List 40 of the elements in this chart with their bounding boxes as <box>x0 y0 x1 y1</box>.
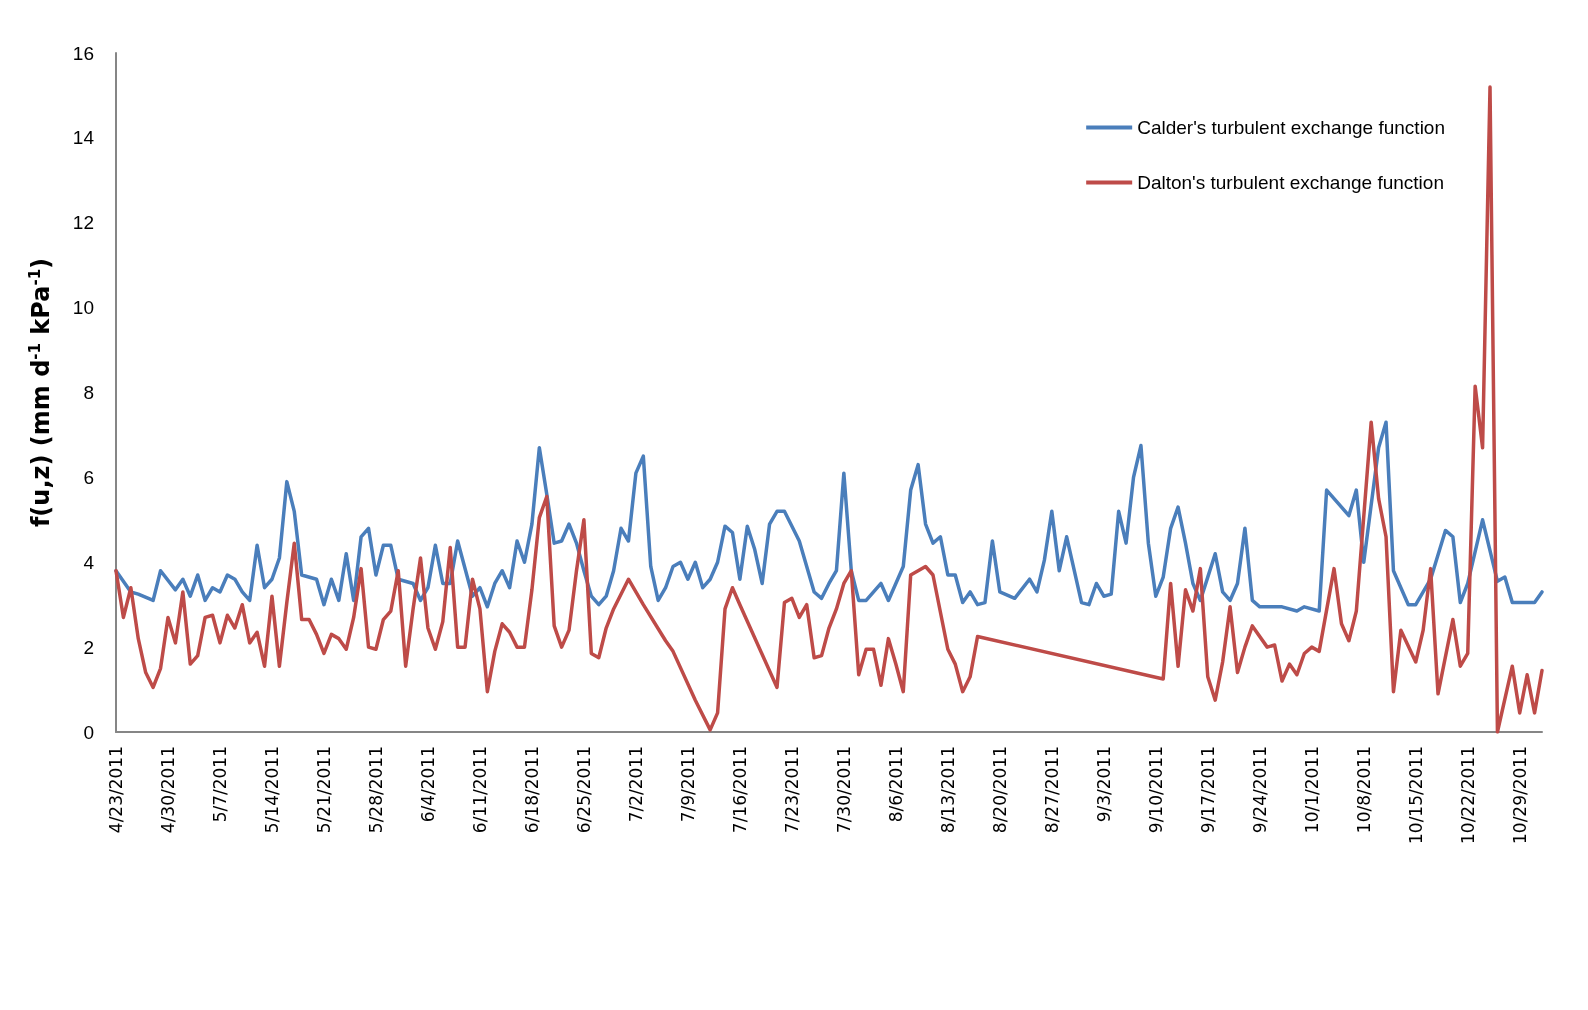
y-tick-label: 10 <box>72 297 94 319</box>
y-axis-title: f(u,z) (mm d-1 kPa-1) <box>25 257 55 528</box>
x-tick-label: 10/29/2011 <box>1509 746 1530 844</box>
x-tick-label: 7/16/2011 <box>729 746 750 834</box>
x-tick-label: 7/2/2011 <box>625 746 646 823</box>
x-tick-label: 8/27/2011 <box>1041 746 1062 834</box>
y-tick-label: 14 <box>72 127 95 149</box>
x-tick-label: 5/21/2011 <box>313 746 334 834</box>
y-tick-label: 16 <box>72 42 94 64</box>
y-tick-label: 4 <box>83 551 95 573</box>
x-tick-label: 6/18/2011 <box>521 746 542 834</box>
x-tick-label: 9/3/2011 <box>1093 746 1114 823</box>
x-tick-label: 5/28/2011 <box>365 746 386 834</box>
x-tick-label: 8/6/2011 <box>885 746 906 823</box>
legend-label: Dalton's turbulent exchange function <box>1137 172 1444 193</box>
y-tick-label: 0 <box>83 721 94 743</box>
x-tick-label: 7/23/2011 <box>781 746 802 834</box>
x-tick-label: 5/14/2011 <box>261 746 282 834</box>
legend-label: Calder's turbulent exchange function <box>1137 117 1446 138</box>
y-tick-label: 6 <box>83 466 94 488</box>
x-tick-label: 9/10/2011 <box>1145 746 1166 834</box>
x-tick-label: 10/22/2011 <box>1457 746 1478 844</box>
x-tick-label: 8/13/2011 <box>937 746 958 834</box>
x-tick-label: 6/25/2011 <box>573 746 594 834</box>
x-tick-label: 4/30/2011 <box>157 746 178 834</box>
x-tick-label: 7/9/2011 <box>677 746 698 823</box>
x-tick-label: 6/11/2011 <box>469 746 490 834</box>
x-tick-label: 10/8/2011 <box>1353 746 1374 834</box>
x-tick-label: 10/1/2011 <box>1301 746 1322 834</box>
x-tick-label: 5/7/2011 <box>209 746 230 823</box>
x-tick-label: 9/24/2011 <box>1249 746 1270 834</box>
x-tick-label: 10/15/2011 <box>1405 746 1426 844</box>
y-tick-label: 12 <box>72 212 94 234</box>
y-tick-label: 2 <box>83 636 94 658</box>
x-tick-label: 8/20/2011 <box>989 746 1010 834</box>
x-tick-label: 4/23/2011 <box>106 746 126 834</box>
x-tick-label: 6/4/2011 <box>417 746 438 823</box>
x-tick-label: 7/30/2011 <box>833 746 854 834</box>
y-tick-label: 8 <box>83 382 94 403</box>
x-tick-label: 9/17/2011 <box>1197 746 1218 834</box>
